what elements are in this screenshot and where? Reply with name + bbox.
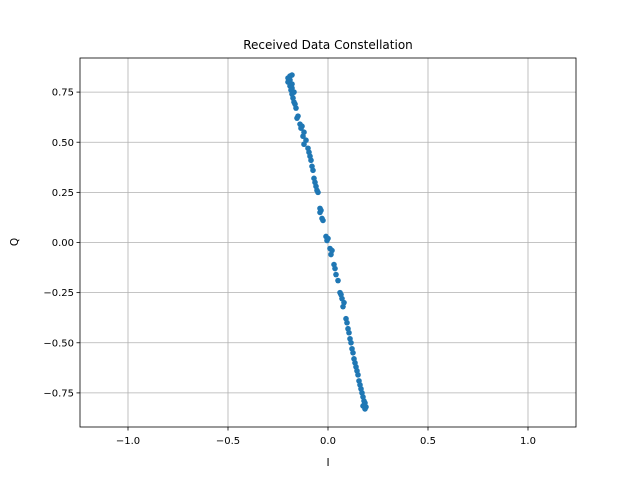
data-point bbox=[335, 277, 341, 284]
y-tick-label: 0.50 bbox=[52, 138, 74, 149]
data-point bbox=[350, 349, 356, 356]
data-point bbox=[360, 403, 366, 409]
x-tick-label: −0.5 bbox=[216, 436, 240, 447]
points-layer bbox=[285, 72, 369, 412]
ticks-layer: −1.0 −0.5 0.0 0.5 1.0 −0.75 −0.50 −0.25 0.00 0.25… bbox=[43, 88, 536, 447]
x-axis-title: I bbox=[326, 457, 329, 469]
y-tick-label: −0.25 bbox=[43, 288, 74, 299]
chart-title: Received Data Constellation bbox=[243, 38, 413, 52]
data-point bbox=[289, 72, 295, 78]
data-point bbox=[300, 133, 306, 140]
data-point bbox=[308, 157, 314, 164]
data-point bbox=[315, 189, 321, 196]
data-point bbox=[317, 209, 323, 216]
data-point bbox=[301, 141, 307, 148]
data-point bbox=[346, 329, 352, 336]
x-tick-label: 0.0 bbox=[320, 436, 336, 447]
data-point bbox=[340, 303, 346, 310]
x-tick-label: −1.0 bbox=[116, 436, 140, 447]
y-tick-label: 0.00 bbox=[52, 238, 74, 249]
y-tick-label: 0.75 bbox=[52, 88, 74, 99]
y-axis-title: Q bbox=[9, 238, 21, 246]
y-tick-label: −0.75 bbox=[43, 389, 74, 400]
data-point bbox=[344, 319, 350, 326]
data-point bbox=[348, 339, 354, 346]
data-point bbox=[310, 167, 316, 174]
data-point bbox=[355, 372, 361, 378]
data-point bbox=[293, 105, 299, 111]
y-tick-label: −0.50 bbox=[43, 338, 74, 349]
data-point bbox=[294, 115, 300, 121]
data-point bbox=[324, 237, 330, 244]
data-point bbox=[332, 265, 338, 272]
data-point bbox=[320, 217, 326, 224]
y-tick-label: 0.25 bbox=[52, 188, 74, 199]
data-point bbox=[328, 251, 334, 258]
data-point bbox=[298, 125, 304, 131]
x-tick-label: 0.5 bbox=[420, 436, 436, 447]
x-tick-label: 1.0 bbox=[520, 436, 536, 447]
data-point bbox=[333, 271, 339, 278]
